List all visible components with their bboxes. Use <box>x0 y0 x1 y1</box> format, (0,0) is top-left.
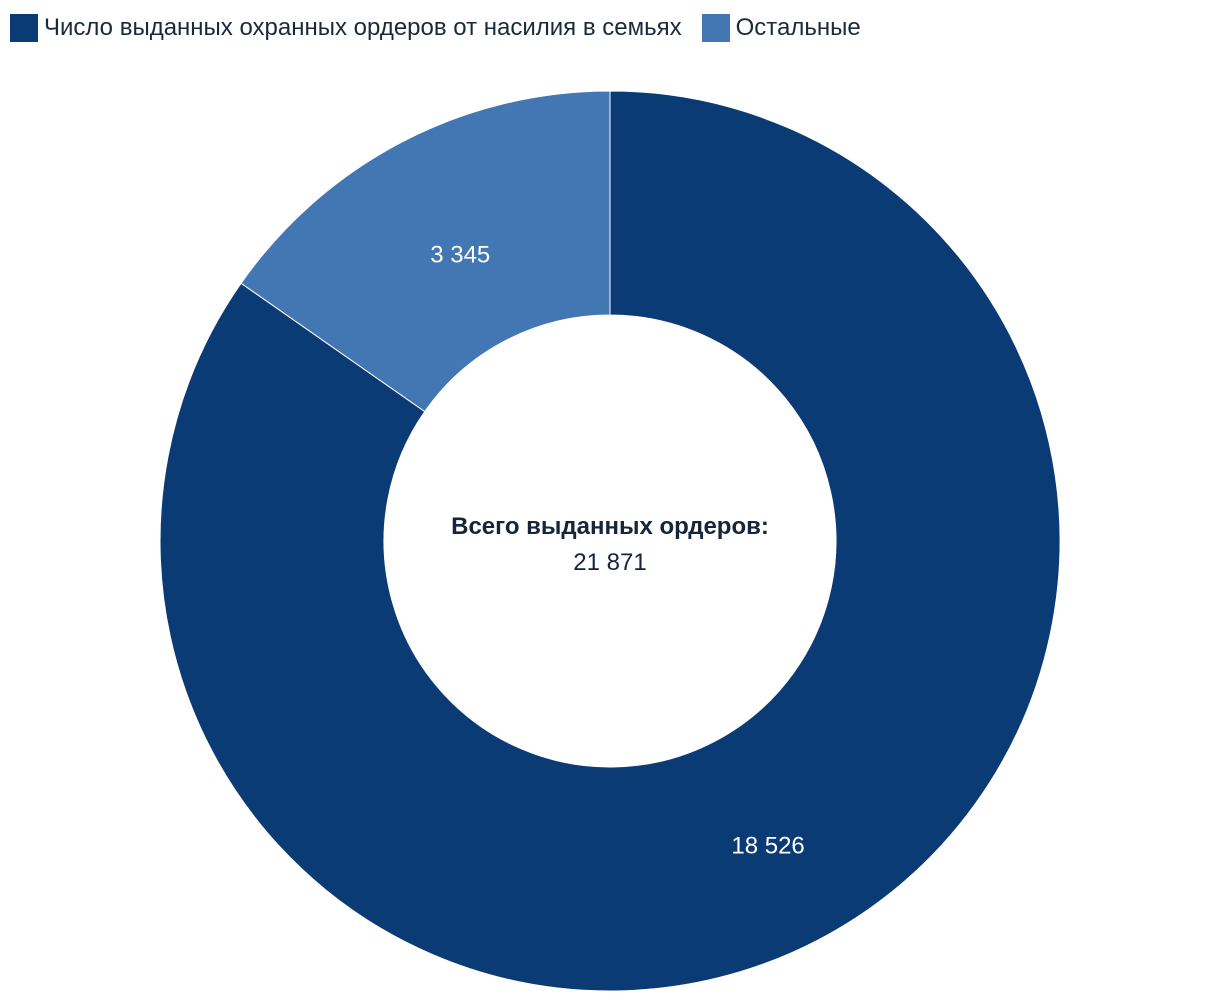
donut-slices <box>159 90 1061 992</box>
legend-item-domestic: Число выданных охранных ордеров от насил… <box>10 14 682 42</box>
slice-domestic <box>159 90 1061 992</box>
legend-swatch-other <box>701 14 730 42</box>
center-value: 21 871 <box>573 549 646 576</box>
slice-label-domestic: 18 526 <box>731 832 804 859</box>
legend-label-other: Остальные <box>735 14 861 41</box>
legend: Число выданных охранных ордеров от насил… <box>10 14 875 42</box>
legend-item-other: Остальные <box>701 14 861 42</box>
slice-label-other: 3 345 <box>430 242 490 269</box>
slice-other <box>240 90 611 413</box>
center-title: Всего выданных ордеров: <box>451 513 769 540</box>
legend-swatch-domestic <box>10 14 38 42</box>
slice-labels: 18 526 3 345 <box>430 242 805 860</box>
legend-label-domestic: Число выданных охранных ордеров от насил… <box>44 14 682 41</box>
